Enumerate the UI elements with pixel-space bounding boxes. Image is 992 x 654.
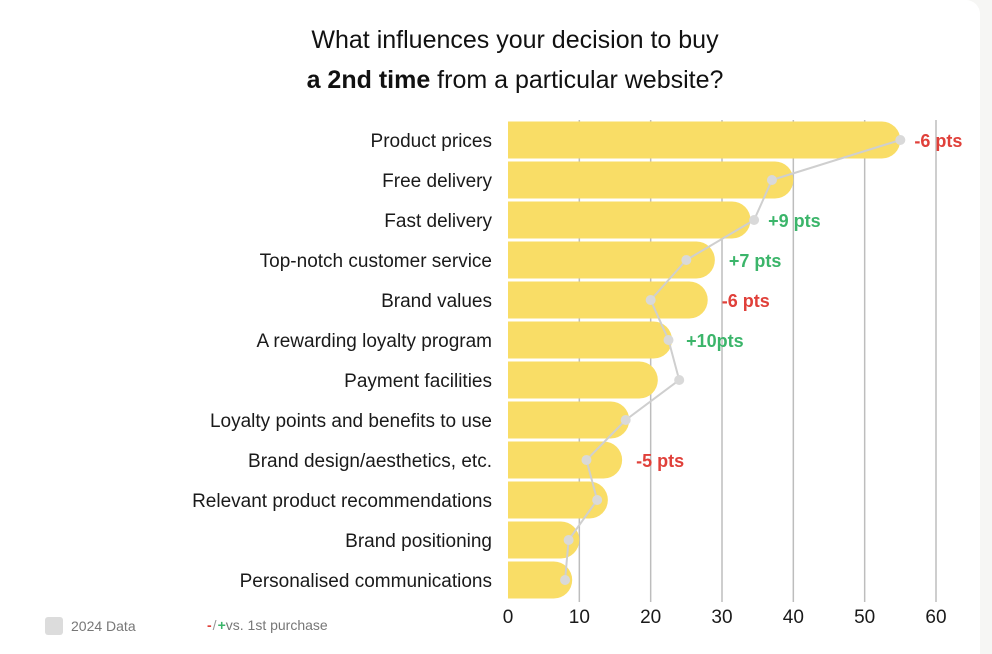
comparison-point bbox=[620, 415, 631, 425]
legend-neg-symbol: - bbox=[207, 617, 212, 633]
chart-title-bold: a 2nd time bbox=[306, 66, 431, 94]
category-label: Payment facilities bbox=[344, 371, 492, 392]
category-label: Brand design/aesthetics, etc. bbox=[248, 451, 492, 472]
comparison-point bbox=[563, 535, 574, 545]
comparison-point bbox=[749, 215, 760, 225]
x-tick-label: 20 bbox=[640, 607, 661, 628]
category-label: Personalised communications bbox=[240, 571, 492, 592]
category-label: Relevant product recommendations bbox=[192, 491, 492, 512]
x-tick-label: 0 bbox=[503, 607, 514, 628]
chart-title-line1: What influences your decision to buy bbox=[311, 26, 719, 54]
legend-vs-label: vs. 1st purchase bbox=[225, 617, 328, 633]
bar bbox=[508, 561, 573, 599]
legend-data: 2024 Data bbox=[45, 617, 136, 635]
bar bbox=[508, 241, 715, 279]
legend-slash: / bbox=[212, 617, 217, 633]
category-label: Fast delivery bbox=[384, 211, 492, 232]
bar bbox=[508, 481, 608, 519]
comparison-point bbox=[581, 455, 592, 465]
legend-pos-symbol: + bbox=[217, 617, 226, 633]
bar bbox=[508, 321, 673, 359]
comparison-point bbox=[895, 135, 906, 145]
category-label: Product prices bbox=[371, 131, 492, 152]
bar bbox=[508, 401, 630, 439]
x-tick-label: 60 bbox=[925, 607, 946, 628]
category-label: Brand positioning bbox=[345, 531, 492, 552]
delta-annotation: +7 pts bbox=[729, 251, 782, 271]
comparison-point bbox=[674, 375, 685, 385]
bar bbox=[508, 121, 901, 159]
category-label: Top-notch customer service bbox=[260, 251, 492, 272]
legend-change: - / + vs. 1st purchase bbox=[207, 617, 328, 633]
category-label: Loyalty points and benefits to use bbox=[210, 411, 492, 432]
legend-data-label: 2024 Data bbox=[71, 618, 136, 634]
comparison-point bbox=[766, 175, 777, 185]
bar bbox=[508, 201, 751, 239]
delta-annotation: -6 pts bbox=[914, 131, 962, 151]
bar bbox=[508, 161, 794, 199]
comparison-point bbox=[560, 575, 571, 585]
x-tick-label: 10 bbox=[569, 607, 590, 628]
bar bbox=[508, 521, 580, 559]
comparison-point bbox=[592, 495, 603, 505]
bar bbox=[508, 281, 708, 319]
chart-title-rest: from a particular website? bbox=[430, 66, 724, 94]
category-label: Brand values bbox=[381, 291, 492, 312]
comparison-point bbox=[681, 255, 692, 265]
comparison-point bbox=[663, 335, 674, 345]
comparison-point bbox=[645, 295, 656, 305]
bar bbox=[508, 441, 623, 479]
category-label: Free delivery bbox=[382, 171, 492, 192]
delta-annotation: -5 pts bbox=[636, 451, 684, 471]
legend-swatch bbox=[45, 617, 63, 635]
bar bbox=[508, 361, 658, 399]
category-label: A rewarding loyalty program bbox=[257, 331, 493, 352]
chart-title-line2: a 2nd time from a particular website? bbox=[0, 60, 992, 100]
delta-annotation: +9 pts bbox=[768, 211, 821, 231]
x-tick-label: 30 bbox=[711, 607, 732, 628]
delta-annotation: +10pts bbox=[686, 331, 744, 351]
x-tick-label: 50 bbox=[854, 607, 875, 628]
delta-annotation: -6 pts bbox=[722, 291, 770, 311]
comparison-line bbox=[564, 139, 901, 581]
x-tick-label: 40 bbox=[783, 607, 804, 628]
